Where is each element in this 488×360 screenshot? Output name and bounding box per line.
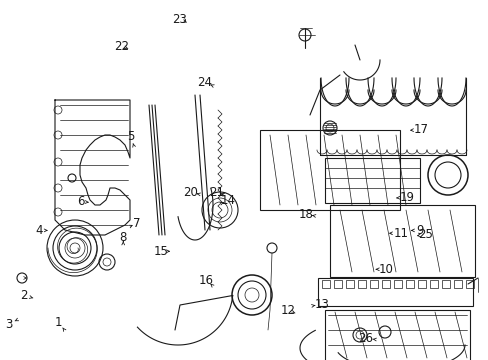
Text: 1: 1 bbox=[55, 316, 62, 329]
Text: 13: 13 bbox=[314, 298, 328, 311]
Text: 5: 5 bbox=[127, 130, 135, 143]
Bar bbox=[321, 280, 329, 288]
Text: 8: 8 bbox=[119, 231, 127, 244]
Bar bbox=[429, 280, 437, 288]
Bar bbox=[325, 310, 469, 360]
Bar bbox=[260, 130, 399, 210]
Text: 10: 10 bbox=[378, 263, 393, 276]
Text: 25: 25 bbox=[417, 228, 432, 241]
Bar bbox=[465, 280, 473, 288]
Bar bbox=[346, 280, 353, 288]
Text: 14: 14 bbox=[220, 194, 235, 207]
Text: 15: 15 bbox=[154, 245, 168, 258]
Text: 16: 16 bbox=[199, 274, 213, 287]
Text: 24: 24 bbox=[197, 76, 211, 89]
Bar bbox=[417, 280, 425, 288]
Text: 21: 21 bbox=[208, 186, 223, 199]
Bar bbox=[333, 280, 341, 288]
Text: 22: 22 bbox=[114, 40, 128, 53]
Bar bbox=[325, 158, 419, 203]
Text: 2: 2 bbox=[20, 289, 27, 302]
Text: 9: 9 bbox=[415, 224, 423, 237]
Text: 6: 6 bbox=[77, 195, 84, 208]
Bar bbox=[357, 280, 365, 288]
Text: 11: 11 bbox=[393, 227, 407, 240]
Bar bbox=[453, 280, 461, 288]
Bar bbox=[393, 280, 401, 288]
Bar bbox=[405, 280, 413, 288]
Bar bbox=[381, 280, 389, 288]
Text: 23: 23 bbox=[172, 13, 187, 26]
Text: 20: 20 bbox=[183, 186, 198, 199]
Text: 17: 17 bbox=[413, 123, 428, 136]
Text: 3: 3 bbox=[5, 318, 13, 330]
Text: 18: 18 bbox=[298, 208, 313, 221]
Bar bbox=[329, 205, 474, 277]
Text: 7: 7 bbox=[133, 217, 141, 230]
Bar bbox=[441, 280, 449, 288]
Bar bbox=[317, 278, 472, 306]
Text: 26: 26 bbox=[358, 332, 372, 345]
Text: 4: 4 bbox=[35, 224, 43, 237]
Bar bbox=[369, 280, 377, 288]
Text: 19: 19 bbox=[399, 191, 413, 204]
Text: 12: 12 bbox=[281, 304, 295, 317]
